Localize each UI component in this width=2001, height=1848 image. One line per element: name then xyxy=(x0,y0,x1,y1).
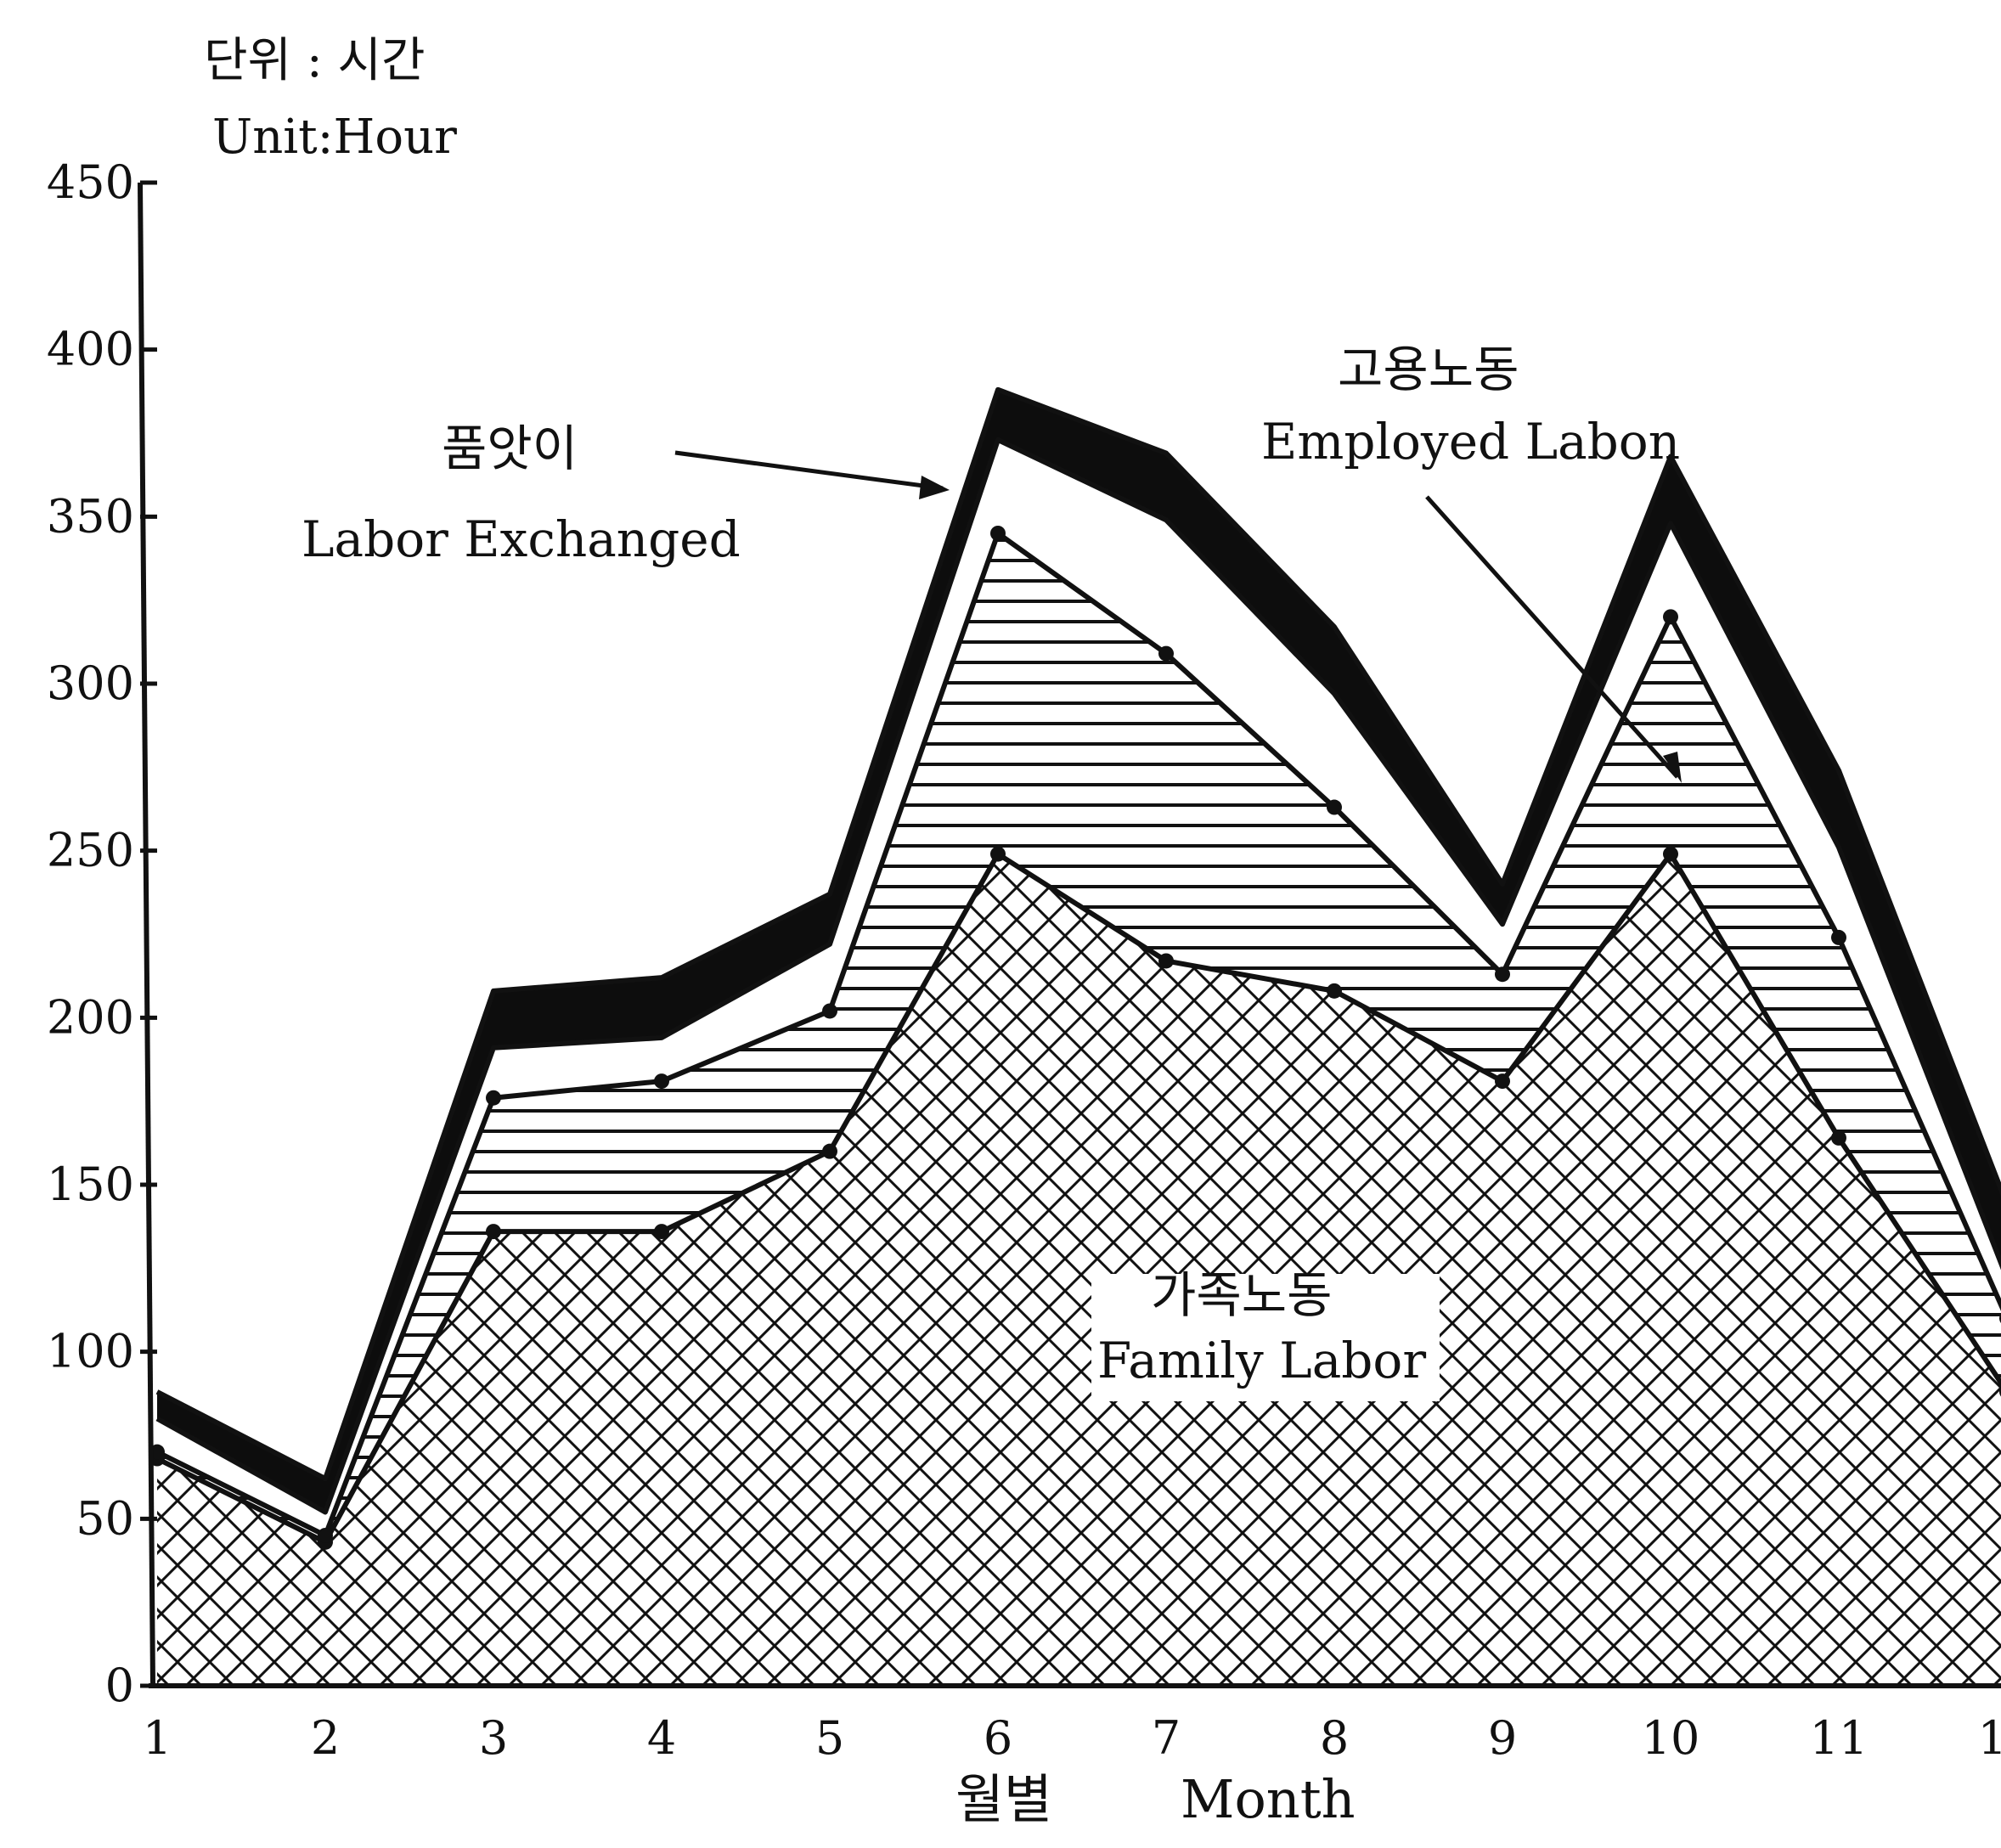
x-tick-label: 9 xyxy=(1488,1711,1517,1765)
unit-label-ko: 단위 : 시간 xyxy=(204,33,426,88)
data-point xyxy=(1158,645,1174,662)
labor-exchanged-label-en: Labor Exchanged xyxy=(302,510,741,568)
y-tick-label: 250 xyxy=(47,824,134,877)
x-tick-label: 7 xyxy=(1152,1711,1181,1765)
x-tick-label: 8 xyxy=(1320,1711,1349,1765)
data-point xyxy=(654,1224,669,1240)
data-point xyxy=(1831,929,1846,945)
employed-labor-label-en: Employed Labon xyxy=(1261,413,1680,470)
x-tick-label: 12 xyxy=(1978,1711,2001,1765)
employed-labor-arrowhead xyxy=(1663,752,1682,783)
y-tick-label: 350 xyxy=(47,489,134,543)
data-point xyxy=(1663,609,1678,625)
data-point xyxy=(1495,1073,1510,1090)
family-labor-label-ko: 가족노동 xyxy=(1151,1266,1332,1324)
y-tick-label: 450 xyxy=(47,155,134,209)
labor-exchanged-label-ko: 품앗이 xyxy=(442,420,578,477)
y-axis xyxy=(138,182,155,1687)
data-point xyxy=(1495,966,1510,983)
data-point xyxy=(318,1528,333,1543)
x-tick-label: 3 xyxy=(479,1711,508,1765)
data-point xyxy=(1327,983,1342,999)
family-labor-label-bg xyxy=(1091,1274,1440,1401)
x-tick-label: 5 xyxy=(815,1711,844,1765)
x-tick-label: 10 xyxy=(1642,1711,1700,1765)
area-family-labor xyxy=(157,854,2001,1686)
series-line-2 xyxy=(155,531,2001,1538)
data-point xyxy=(654,1073,669,1090)
labor-exchanged-arrowhead xyxy=(919,476,950,499)
employed-labor-arrow xyxy=(1425,495,1679,779)
data-point xyxy=(1663,846,1678,862)
series-line-3 xyxy=(155,437,2001,1515)
area-layers xyxy=(157,389,2001,1686)
data-point xyxy=(1831,1130,1846,1146)
x-axis-title-en: Month xyxy=(1181,1768,1356,1830)
employed-labor-label-ko: 고용노동 xyxy=(1338,341,1519,398)
x-tick-label: 6 xyxy=(984,1711,1012,1765)
x-tick-label: 1 xyxy=(143,1711,172,1765)
y-tick-label: 200 xyxy=(47,990,134,1044)
family-labor-label-en: Family Labor xyxy=(1097,1332,1426,1389)
data-point xyxy=(1327,799,1342,815)
data-point xyxy=(486,1090,501,1106)
series-outlines xyxy=(155,386,2001,1545)
data-point xyxy=(990,846,1006,862)
data-point xyxy=(486,1224,501,1240)
y-tick-label: 0 xyxy=(105,1659,134,1712)
x-axis-title-ko: 월별 xyxy=(955,1768,1052,1830)
y-tick-label: 400 xyxy=(47,323,134,376)
series-line-4 xyxy=(155,386,2001,1482)
data-point xyxy=(1158,953,1174,969)
series-line-1 xyxy=(155,851,2001,1545)
data-points xyxy=(149,526,2001,1550)
data-point xyxy=(990,526,1006,541)
x-tick-label: 4 xyxy=(647,1711,676,1765)
x-tick-label: 11 xyxy=(1810,1711,1869,1765)
unit-label-en: Unit:Hour xyxy=(212,110,457,165)
y-tick-label: 100 xyxy=(47,1325,134,1378)
y-tick-label: 150 xyxy=(47,1158,134,1211)
data-point xyxy=(822,1003,837,1019)
data-point xyxy=(822,1143,837,1159)
y-tick-label: 50 xyxy=(76,1491,134,1545)
y-ticks: 0 50 100 150 200 250 300 350 400 450 xyxy=(47,155,157,1712)
area-employed-labon xyxy=(157,533,2001,1542)
y-tick-label: 300 xyxy=(47,656,134,710)
x-tick-label: 2 xyxy=(311,1711,340,1765)
labor-exchanged-arrow xyxy=(674,450,944,491)
x-ticks: 123456789101112 xyxy=(143,1711,2001,1765)
